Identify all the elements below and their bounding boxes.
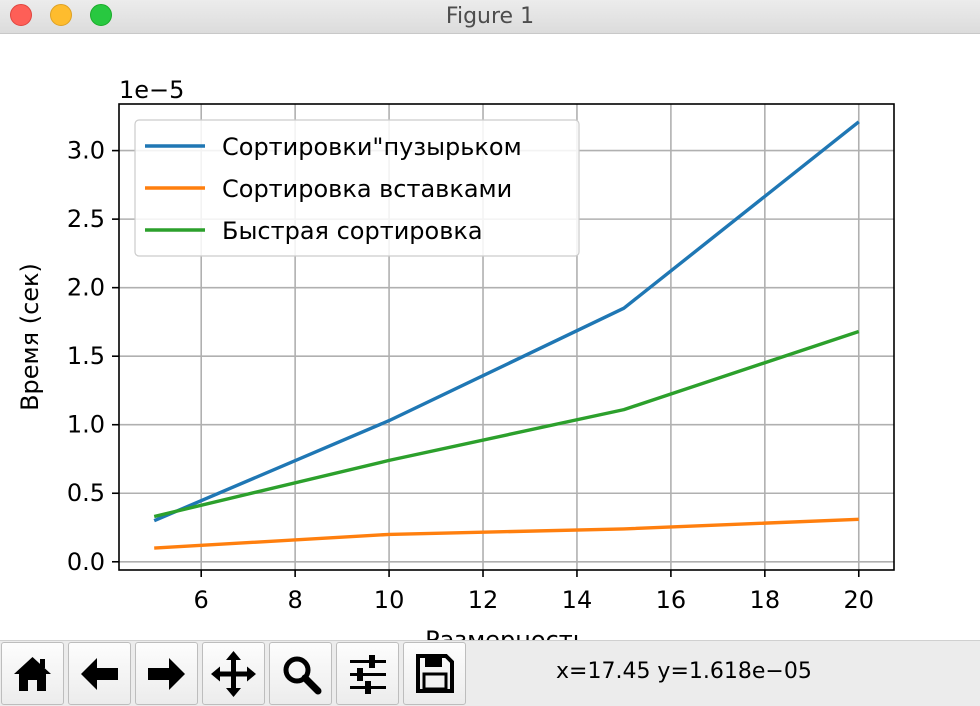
- y-tick-label: 2.5: [67, 205, 105, 233]
- y-tick-label: 1.0: [67, 411, 105, 439]
- x-tick-label: 6: [194, 586, 209, 614]
- legend-label-1: Сортировки"пузырьком: [222, 133, 522, 161]
- x-tick-label: 8: [287, 586, 302, 614]
- configure-subplots-button[interactable]: [336, 642, 399, 705]
- arrow-right-icon: [148, 658, 185, 690]
- arrow-left-icon: [81, 658, 118, 690]
- legend: Сортировки"пузырьком Сортировка вставками…: [134, 119, 580, 257]
- x-axis-label: Размерность: [425, 626, 587, 640]
- sliders-icon: [350, 655, 386, 694]
- legend-box: [134, 119, 580, 257]
- zoom-window-button[interactable]: [90, 4, 112, 26]
- y-tick-label: 0.0: [67, 548, 105, 576]
- y-axis-ticks: 0.0 0.5 1.0 1.5 2.0 2.5 3.0: [67, 137, 119, 576]
- plot-frame: [118, 103, 895, 571]
- x-tick-label: 16: [656, 586, 687, 614]
- pan-button[interactable]: [202, 642, 265, 705]
- window-titlebar: Figure 1: [0, 0, 980, 34]
- home-button[interactable]: [1, 642, 64, 705]
- x-tick-label: 14: [562, 586, 593, 614]
- line-chart: 6 8 10 12 14 16 18 20 0.0 0.5 1.0 1.5 2.0 2.5 3.0 1e−…: [16, 76, 895, 640]
- x-tick-label: 20: [843, 586, 874, 614]
- series-line-3: [153, 329, 860, 519]
- y-tick-label: 2.0: [67, 274, 105, 302]
- x-tick-label: 10: [374, 586, 405, 614]
- window-title: Figure 1: [445, 4, 535, 29]
- home-icon: [14, 657, 51, 691]
- y-tick-label: 3.0: [67, 137, 105, 165]
- move-icon: [211, 651, 256, 697]
- y-offset-label: 1e−5: [119, 76, 184, 104]
- y-axis-label: Время (сек): [16, 263, 44, 411]
- navigation-toolbar: x=17.45 y=1.618e−05: [0, 640, 980, 706]
- cursor-coordinates: x=17.45 y=1.618e−05: [556, 659, 812, 684]
- zoom-button[interactable]: [269, 642, 332, 705]
- figure-canvas[interactable]: 6 8 10 12 14 16 18 20 0.0 0.5 1.0 1.5 2.0 2.5 3.0 1e−…: [0, 34, 980, 640]
- close-window-button[interactable]: [10, 4, 32, 26]
- series-lines: [153, 120, 860, 550]
- save-figure-button[interactable]: [403, 642, 466, 705]
- x-tick-label: 12: [468, 586, 499, 614]
- legend-label-3: Быстрая сортировка: [222, 217, 483, 245]
- y-tick-label: 1.5: [67, 342, 105, 370]
- magnifier-icon: [283, 656, 322, 695]
- forward-button[interactable]: [135, 642, 198, 705]
- legend-label-2: Сортировка вставками: [222, 175, 512, 203]
- minimize-window-button[interactable]: [50, 4, 72, 26]
- x-axis-ticks: 6 8 10 12 14 16 18 20: [194, 570, 874, 614]
- back-button[interactable]: [68, 642, 131, 705]
- series-line-1: [153, 120, 860, 523]
- x-tick-label: 18: [750, 586, 781, 614]
- y-tick-label: 0.5: [67, 479, 105, 507]
- floppy-disk-icon: [416, 654, 454, 693]
- series-line-2: [154, 517, 859, 550]
